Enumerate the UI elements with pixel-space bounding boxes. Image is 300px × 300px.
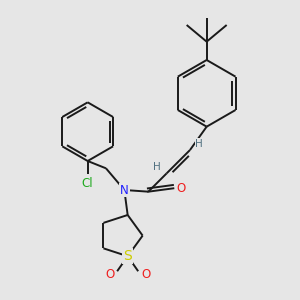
Text: O: O [105,268,114,281]
Text: N: N [120,184,129,196]
Text: H: H [196,139,203,149]
Text: O: O [176,182,185,195]
Text: O: O [141,268,150,281]
Text: Cl: Cl [82,177,94,190]
Text: H: H [154,162,161,172]
Text: S: S [123,249,132,263]
